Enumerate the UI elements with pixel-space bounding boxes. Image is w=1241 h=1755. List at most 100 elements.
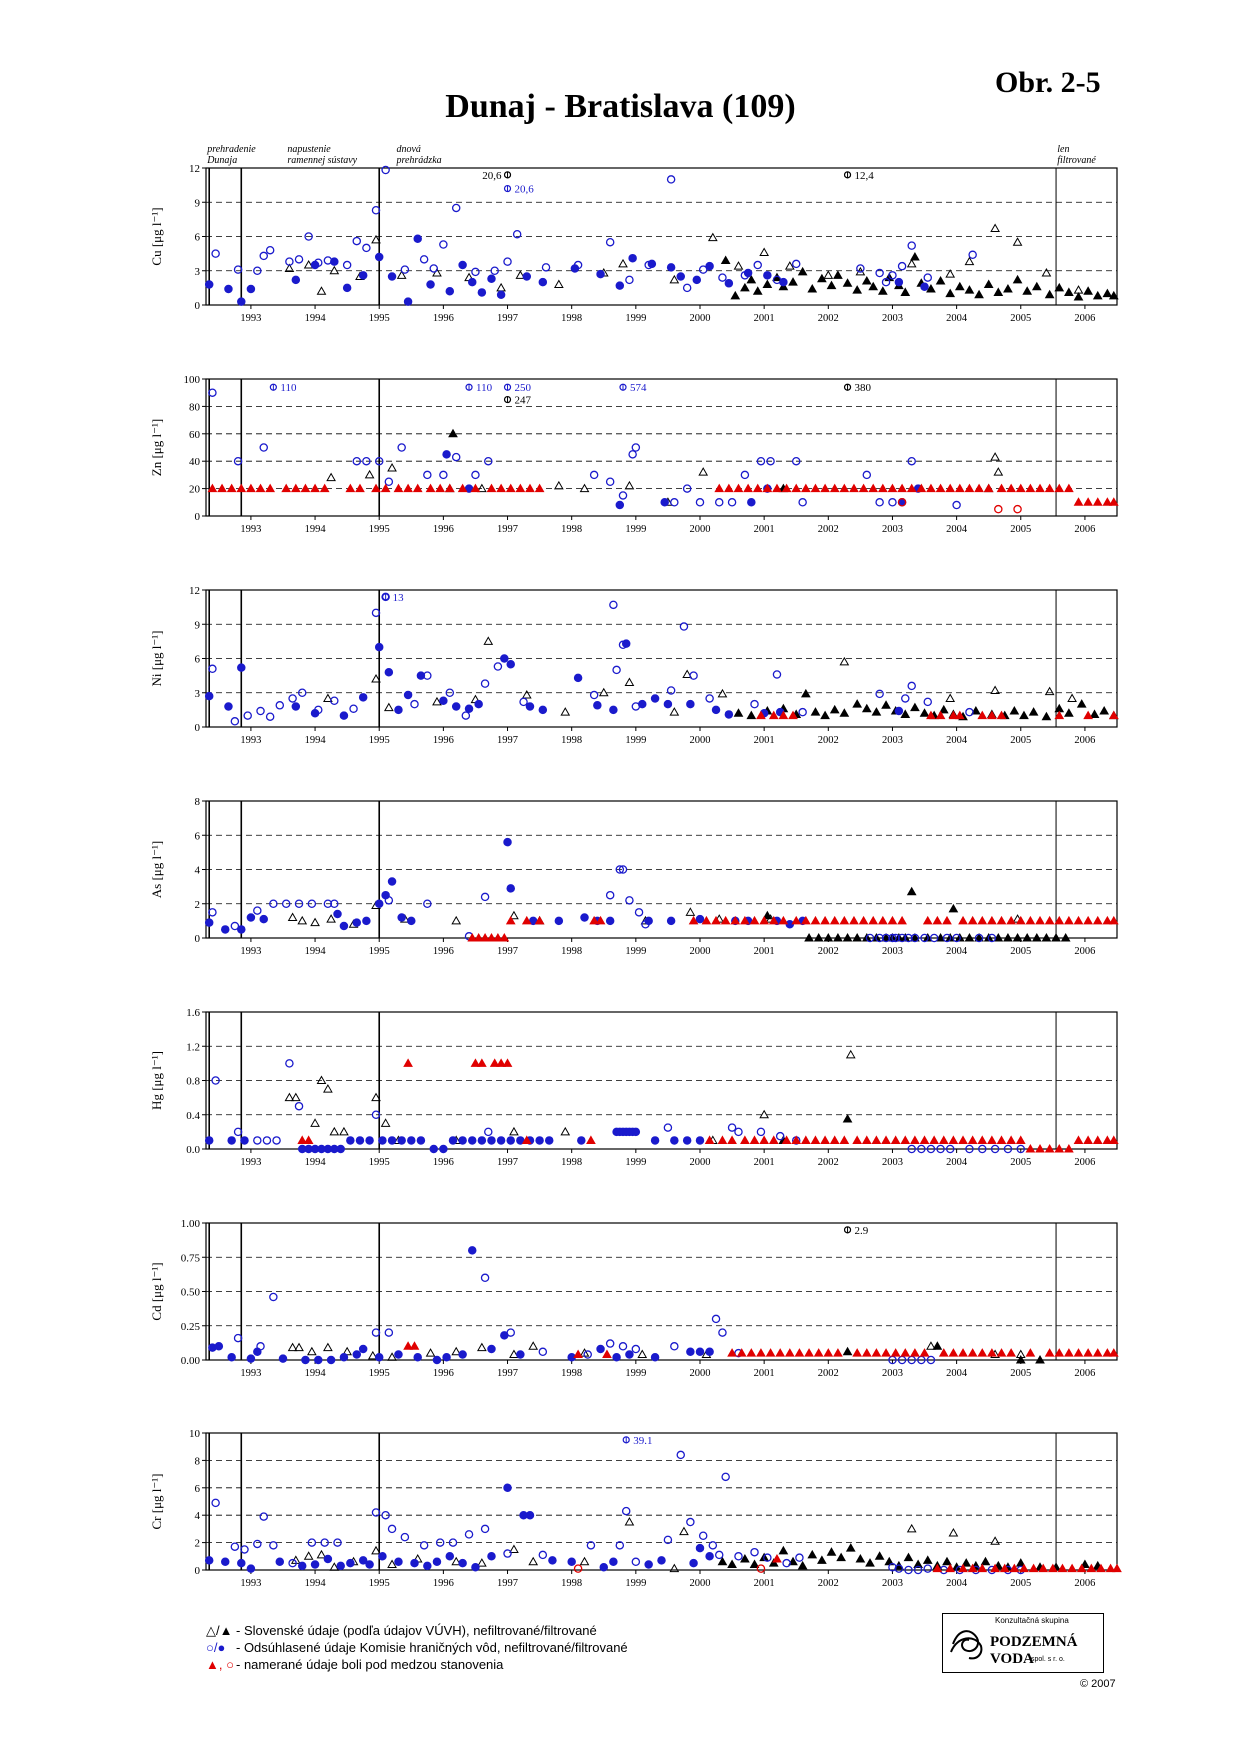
data-point-circle — [978, 1144, 987, 1154]
data-point-triangle — [833, 270, 843, 279]
x-tick-label: 1993 — [240, 1157, 261, 1168]
data-point-circle — [358, 271, 368, 280]
data-point-triangle — [987, 1135, 997, 1144]
data-point-triangle — [367, 1350, 378, 1360]
y-axis-label: As [μg l⁻¹] — [149, 841, 164, 898]
data-point-triangle — [823, 932, 834, 942]
data-point-triangle — [444, 483, 455, 493]
legend-text-below-limit: - namerané údaje boli pod medzou stanove… — [236, 1657, 504, 1672]
data-point-triangle — [323, 693, 333, 702]
logo-sub-text: spol. s r. o. — [1031, 1656, 1065, 1663]
x-tick-label: 1998 — [561, 1157, 582, 1168]
data-point-triangle — [733, 708, 744, 717]
x-tick-label: 2005 — [1010, 1368, 1031, 1379]
y-tick-label: 0.0 — [186, 1144, 200, 1156]
data-point-triangle — [900, 1348, 911, 1357]
data-point-triangle — [425, 483, 436, 493]
data-point-triangle — [849, 483, 859, 493]
data-point-triangle — [711, 915, 721, 925]
data-point-triangle — [371, 234, 381, 244]
data-point-circle — [400, 1532, 410, 1542]
data-point-circle — [708, 1541, 718, 1550]
data-point-circle — [974, 933, 984, 943]
data-point-circle — [682, 484, 692, 493]
data-point-circle — [294, 899, 304, 909]
data-point-triangle — [868, 281, 879, 291]
data-point-circle — [496, 290, 506, 299]
data-point-circle — [538, 1347, 548, 1357]
data-point-circle — [538, 1550, 548, 1560]
data-point-circle — [994, 504, 1003, 514]
y-axis-label: Cd [μg l⁻¹] — [149, 1262, 164, 1320]
y-tick-label: 60 — [189, 429, 201, 441]
data-point-triangle — [858, 483, 869, 493]
data-point-triangle — [1044, 1143, 1055, 1153]
data-point-circle — [881, 277, 891, 287]
data-point-circle — [599, 1563, 609, 1572]
data-point-triangle — [1044, 289, 1055, 299]
data-point-circle — [929, 933, 939, 943]
data-point-circle — [349, 704, 358, 713]
data-point-circle — [907, 1144, 916, 1154]
x-tick-label: 2001 — [754, 1578, 775, 1589]
data-point-circle — [676, 272, 685, 281]
data-point-circle — [445, 287, 455, 296]
data-point-triangle — [733, 483, 744, 493]
data-point-triangle — [1009, 706, 1020, 715]
data-point-triangle — [996, 710, 1007, 720]
data-point-triangle — [800, 915, 811, 925]
data-point-triangle — [839, 483, 850, 493]
data-point-circle — [865, 933, 875, 943]
data-point-triangle — [707, 232, 718, 242]
annotation-label: 110 — [476, 382, 493, 394]
data-point-triangle — [746, 274, 757, 284]
data-point-triangle — [509, 1349, 519, 1359]
data-point-triangle — [874, 1551, 885, 1560]
data-point-circle — [259, 914, 268, 924]
data-point-circle — [246, 284, 256, 294]
data-point-circle — [605, 237, 615, 247]
data-point-circle — [714, 1550, 724, 1560]
data-point-triangle — [983, 279, 994, 288]
data-point-circle — [336, 1561, 345, 1571]
data-point-triangle — [448, 428, 458, 438]
x-tick-label: 1994 — [305, 946, 327, 957]
data-point-circle — [256, 706, 265, 716]
data-point-triangle — [393, 483, 404, 493]
data-point-circle — [439, 1144, 448, 1154]
data-point-circle — [631, 443, 641, 452]
data-point-circle — [451, 203, 461, 213]
data-point-triangle — [990, 685, 1000, 694]
data-point-triangle — [788, 1556, 798, 1566]
data-point-triangle — [1054, 483, 1065, 493]
data-point-triangle — [768, 1135, 779, 1144]
data-point-triangle — [1083, 710, 1093, 720]
data-point-circle — [204, 691, 214, 701]
data-point-triangle — [496, 483, 506, 493]
x-tick-label: 1995 — [369, 946, 390, 957]
y-tick-label: 6 — [195, 654, 201, 666]
x-tick-label: 1997 — [497, 1578, 518, 1589]
data-point-triangle — [281, 483, 292, 493]
data-point-circle — [644, 916, 653, 926]
data-point-triangle — [624, 1517, 635, 1526]
data-point-triangle — [852, 932, 863, 942]
data-point-triangle — [1064, 287, 1074, 296]
data-point-triangle — [1051, 932, 1061, 942]
data-point-circle — [352, 1350, 362, 1359]
data-point-circle — [358, 693, 368, 702]
data-point-triangle — [1044, 483, 1055, 493]
data-point-triangle — [387, 463, 397, 472]
data-point-triangle — [727, 1348, 737, 1357]
data-point-triangle — [387, 1559, 397, 1569]
data-point-circle — [618, 865, 628, 874]
data-point-triangle — [839, 708, 850, 717]
x-tick-label: 2005 — [1010, 946, 1031, 957]
data-point-triangle — [1054, 282, 1065, 292]
y-tick-label: 4 — [195, 865, 201, 877]
data-point-circle — [657, 1556, 666, 1565]
data-point-circle — [618, 491, 628, 500]
y-tick-label: 1.00 — [181, 1218, 201, 1230]
data-point-circle — [237, 1558, 246, 1568]
period-label: filtrované — [1057, 155, 1096, 166]
